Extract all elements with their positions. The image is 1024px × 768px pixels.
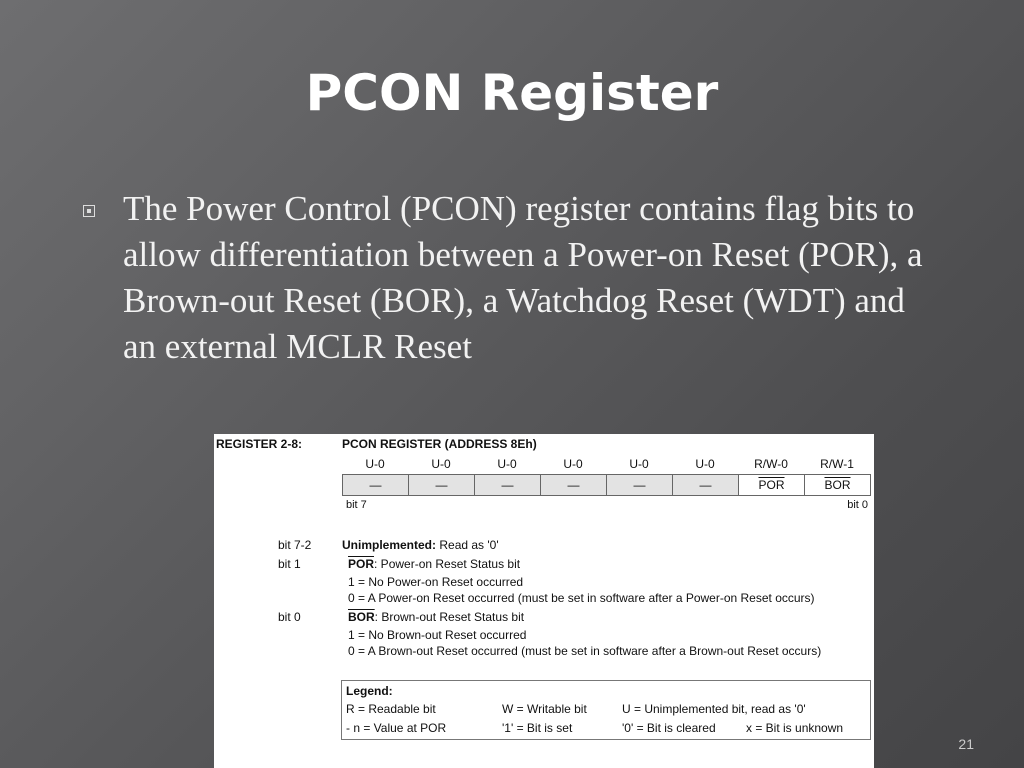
bit-cell: — [342,474,409,496]
bit-cell: — [606,474,673,496]
desc-value: 0 = A Power-on Reset occurred (must be s… [348,591,815,605]
desc-line: Unimplemented: Read as '0' [342,538,499,552]
bit-type: U-0 [695,457,715,471]
desc-name: BOR [348,610,375,624]
lsb-label: bit 0 [847,499,868,511]
bit-cell: POR [738,474,805,496]
msb-label: bit 7 [346,499,367,511]
legend-item: '1' = Bit is set [502,721,573,735]
bit-cell: — [408,474,475,496]
page-number: 21 [958,736,974,752]
bullet-icon [83,205,95,217]
bit-cell: — [540,474,607,496]
desc-value: 1 = No Power-on Reset occurred [348,575,524,589]
legend-item: U = Unimplemented bit, read as '0' [622,702,806,716]
bit-name: — [435,478,448,492]
bit-name: — [501,478,514,492]
desc-name: Unimplemented: [342,538,437,552]
bullet-text: The Power Control (PCON) register contai… [123,189,923,366]
bit-name: — [699,478,712,492]
desc-bit: bit 7-2 [278,538,312,552]
bit-cell: — [672,474,739,496]
desc-line: POR: Power-on Reset Status bit [348,557,520,571]
desc-name: POR [348,557,375,571]
desc-line: BOR: Brown-out Reset Status bit [348,610,524,624]
register-figure: REGISTER 2-8: PCON REGISTER (ADDRESS 8Eh… [214,434,874,768]
bit-type: R/W-0 [754,457,788,471]
legend-box: Legend: R = Readable bit W = Writable bi… [341,680,871,740]
legend-item: '0' = Bit is cleared [622,721,716,735]
legend-item: R = Readable bit [346,702,436,716]
bit-type: U-0 [497,457,517,471]
legend-item: - n = Value at POR [346,721,447,735]
bit-name: POR [758,478,785,492]
register-name: PCON REGISTER (ADDRESS 8Eh) [342,437,537,451]
desc-text: : Power-on Reset Status bit [374,557,521,571]
bit-type: U-0 [365,457,385,471]
bit-cell: BOR [804,474,871,496]
bit-name: — [369,478,382,492]
bit-name: — [567,478,580,492]
desc-bit: bit 1 [278,557,301,571]
desc-bit: bit 0 [278,610,301,624]
bit-type: U-0 [629,457,649,471]
bit-name: — [633,478,646,492]
bit-type: U-0 [431,457,451,471]
register-id: REGISTER 2-8: [216,437,303,451]
desc-text: : Brown-out Reset Status bit [374,610,525,624]
slide-title: PCON Register [305,64,719,122]
legend-title: Legend: [346,684,393,698]
bit-type: R/W-1 [820,457,854,471]
desc-value: 1 = No Brown-out Reset occurred [348,628,527,642]
legend-item: x = Bit is unknown [746,721,844,735]
desc-text: Read as '0' [436,538,499,552]
desc-value: 0 = A Brown-out Reset occurred (must be … [348,644,822,658]
bit-type: U-0 [563,457,583,471]
bit-name: BOR [824,478,851,492]
legend-item: W = Writable bit [502,702,587,716]
bit-cell: — [474,474,541,496]
